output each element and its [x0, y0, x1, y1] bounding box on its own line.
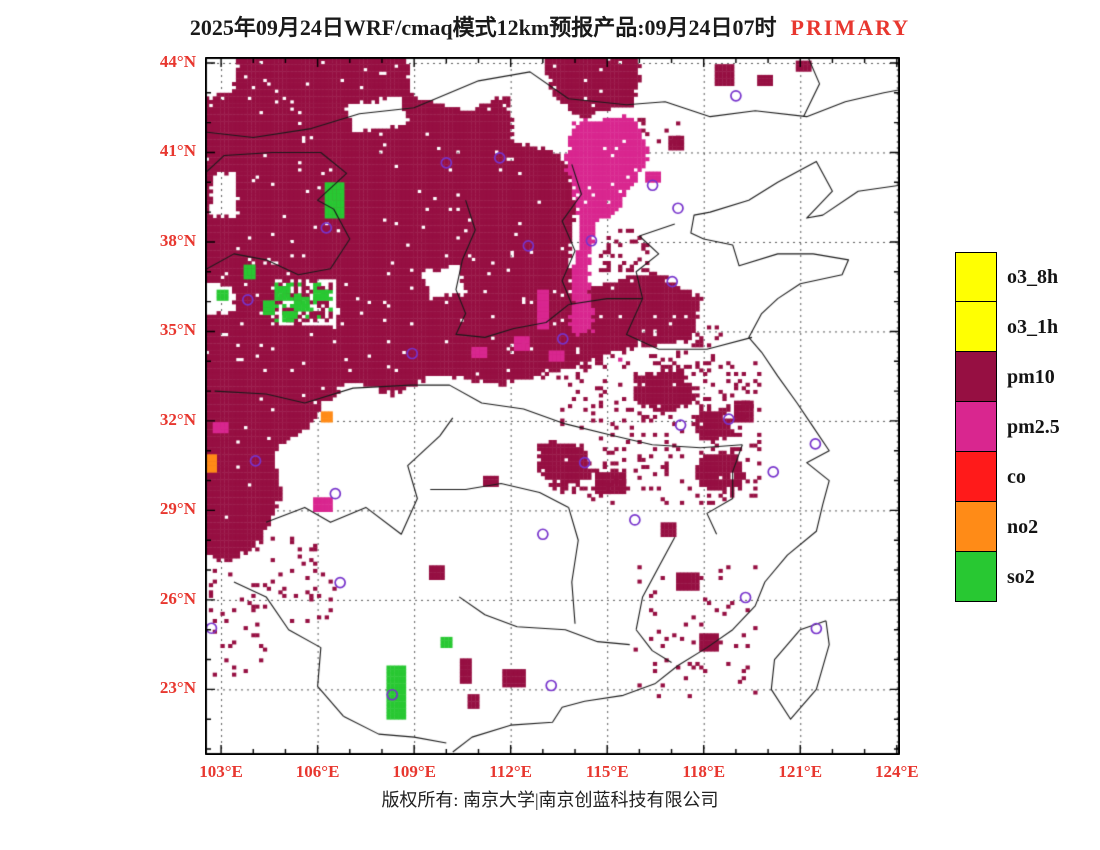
pollutant-legend: o3_8h o3_1h pm10 pm2.5 co no2 so2: [955, 252, 1060, 602]
lon-tick-label: 121°E: [778, 762, 823, 781]
lon-tick-label: 109°E: [392, 762, 436, 781]
forecast-map-canvas: [205, 57, 900, 755]
lat-tick-label: 26°N: [159, 588, 196, 608]
copyright-footer: 版权所有: 南京大学|南京创蓝科技有限公司: [381, 790, 719, 810]
legend-item-o3-1h: o3_1h: [955, 302, 1060, 352]
legend-item-pm10: pm10: [955, 352, 1060, 402]
legend-swatch-so2: [955, 552, 997, 602]
lat-tick-label: 32°N: [159, 409, 196, 429]
legend-item-no2: no2: [955, 502, 1060, 552]
legend-swatch-no2: [955, 502, 997, 552]
lat-tick-label: 35°N: [159, 320, 196, 340]
title-pollutant-tag: PRIMARY: [790, 15, 911, 40]
legend-swatch-o3-8h: [955, 252, 997, 302]
lon-tick-label: 124°E: [874, 762, 919, 781]
legend-swatch-o3-1h: [955, 302, 997, 352]
legend-item-so2: so2: [955, 552, 1060, 602]
legend-item-pm2-5: pm2.5: [955, 402, 1060, 452]
lon-tick-label: 112°E: [489, 762, 532, 781]
lat-tick-label: 41°N: [159, 141, 196, 161]
legend-label-o3-8h: o3_8h: [1007, 265, 1059, 288]
lon-tick-label: 118°E: [682, 762, 726, 781]
legend-label-no2: no2: [1007, 515, 1039, 538]
title-main-text: 2025年09月24日WRF/cmaq模式12km预报产品:09月24日07时: [189, 15, 777, 40]
lat-tick-label: 29°N: [159, 499, 196, 519]
lon-tick-label: 115°E: [585, 762, 629, 781]
lat-tick-label: 23°N: [159, 678, 196, 698]
legend-swatch-pm10: [955, 352, 997, 402]
legend-label-co: co: [1007, 465, 1026, 488]
lon-tick-label: 106°E: [295, 762, 340, 781]
legend-swatch-co: [955, 452, 997, 502]
page-title: 2025年09月24日WRF/cmaq模式12km预报产品:09月24日07时 P…: [0, 10, 1100, 42]
legend-label-pm2-5: pm2.5: [1007, 415, 1060, 438]
lat-tick-label: 38°N: [159, 230, 196, 250]
legend-label-o3-1h: o3_1h: [1007, 315, 1059, 338]
legend-label-pm10: pm10: [1007, 365, 1055, 388]
legend-label-so2: so2: [1007, 565, 1035, 588]
legend-item-o3-8h: o3_8h: [955, 252, 1060, 302]
legend-item-co: co: [955, 452, 1060, 502]
legend-swatch-pm2-5: [955, 402, 997, 452]
lat-tick-label: 44°N: [159, 51, 196, 71]
lon-tick-label: 103°E: [199, 762, 243, 781]
